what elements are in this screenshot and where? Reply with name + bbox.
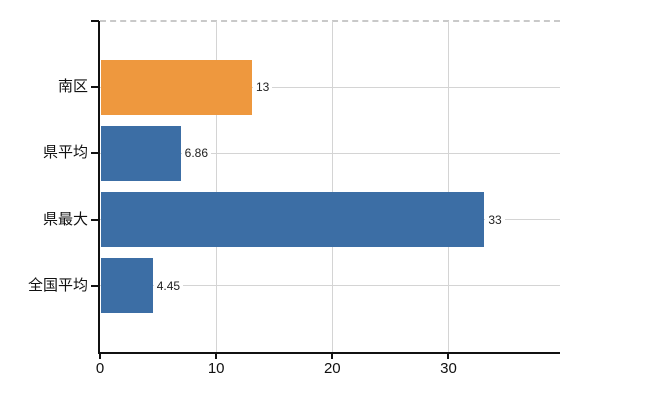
x-axis-tick bbox=[99, 354, 101, 359]
x-axis-tick bbox=[447, 354, 450, 359]
bar bbox=[101, 59, 252, 115]
gridline-horizontal bbox=[100, 285, 560, 287]
x-tick-label: 20 bbox=[323, 360, 341, 377]
bar bbox=[101, 192, 485, 248]
gridline-vertical bbox=[215, 21, 217, 352]
gridline-vertical bbox=[447, 21, 449, 352]
x-tick-label: 10 bbox=[207, 360, 225, 377]
y-axis-tick bbox=[91, 218, 99, 221]
bar-value-label: 13 bbox=[253, 78, 273, 97]
bar-value-label: 6.86 bbox=[181, 144, 212, 163]
category-label: 県平均 bbox=[42, 144, 88, 162]
x-axis-line bbox=[98, 352, 560, 354]
x-axis-tick bbox=[215, 354, 218, 359]
category-label: 県最大 bbox=[42, 210, 88, 228]
category-label: 南区 bbox=[57, 78, 88, 96]
y-axis-tick bbox=[91, 284, 99, 287]
gridline-horizontal bbox=[100, 86, 560, 88]
category-label: 全国平均 bbox=[27, 276, 88, 294]
bar bbox=[101, 258, 153, 314]
y-axis-tick bbox=[91, 86, 99, 89]
bar bbox=[101, 125, 181, 181]
plot-top-dashed-border bbox=[100, 20, 560, 22]
bar-value-label: 4.45 bbox=[153, 276, 184, 295]
gridline-vertical bbox=[331, 21, 333, 352]
x-tick-label: 0 bbox=[95, 360, 105, 377]
x-axis-tick bbox=[331, 354, 334, 359]
x-tick-label: 30 bbox=[440, 360, 457, 377]
gridline-horizontal bbox=[100, 152, 560, 154]
bar-value-label: 33 bbox=[485, 210, 505, 229]
y-axis-end-tick bbox=[91, 20, 99, 22]
y-axis-line bbox=[98, 21, 100, 354]
y-axis-tick bbox=[91, 152, 99, 155]
